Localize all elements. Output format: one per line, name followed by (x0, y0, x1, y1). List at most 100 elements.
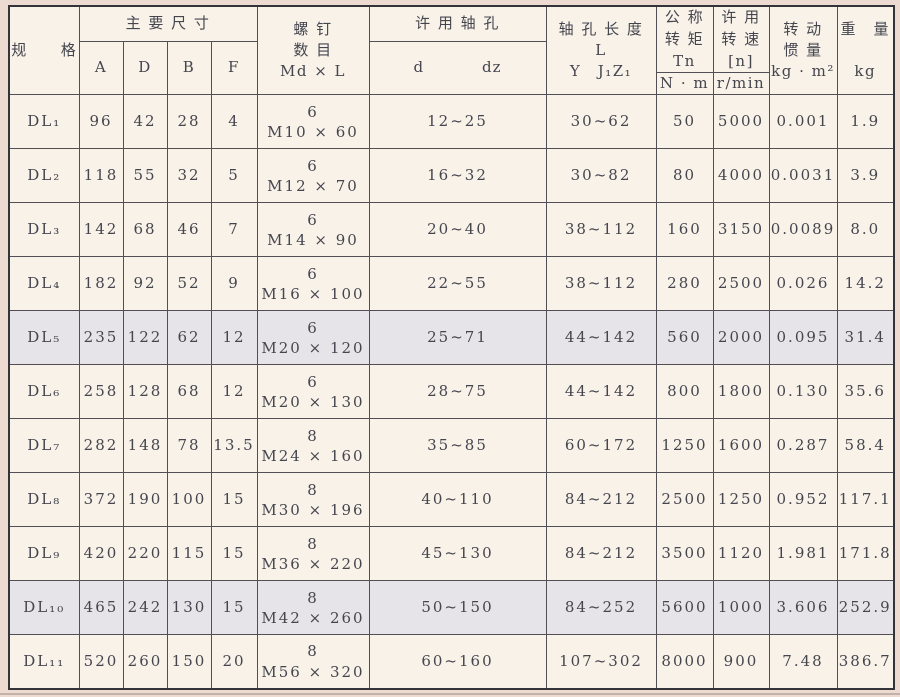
cell-dim-A: 235 (78, 310, 124, 366)
cell-screws: 6 M20 × 120 (256, 310, 370, 366)
cell-spec: DL₅ (8, 310, 80, 366)
cell-dim-F: 15 (210, 580, 258, 636)
cell-spec: DL₆ (8, 364, 80, 420)
cell-dim-F: 7 (210, 202, 258, 258)
cell-allowable-speed: 900 (712, 634, 770, 690)
cell-allowable-speed: 1600 (712, 418, 770, 474)
header-bore-dz: dz (482, 58, 502, 77)
cell-dim-F: 20 (210, 634, 258, 690)
cell-dim-D: 260 (122, 634, 168, 690)
cell-dim-D: 55 (122, 148, 168, 204)
cell-allowable-speed: 1800 (712, 364, 770, 420)
cell-dim-A: 258 (78, 364, 124, 420)
header-bore-d: d (413, 58, 425, 77)
cell-weight: 117.1 (836, 472, 895, 528)
cell-weight: 252.9 (836, 580, 895, 636)
cell-bore-length-range: 84~212 (545, 472, 657, 528)
cell-bore-range: 35~85 (368, 418, 547, 474)
cell-dim-A: 96 (78, 94, 124, 150)
cell-bore-length-range: 84~252 (545, 580, 657, 636)
cell-screws: 8 M36 × 220 (256, 526, 370, 582)
cell-bore-range: 22~55 (368, 256, 547, 312)
cell-dim-F: 4 (210, 94, 258, 150)
header-bore-length: 轴 孔 长 度 L Y J₁Z₁ (545, 5, 657, 96)
cell-nominal-torque: 800 (655, 364, 714, 420)
header-weight-unit: kg (854, 61, 877, 80)
cell-allowable-speed: 2500 (712, 256, 770, 312)
cell-allowable-speed: 1250 (712, 472, 770, 528)
table-row: DL₁₀ 465 242 130 15 8 M42 × 260 50~150 84~252 56… (8, 580, 895, 636)
cell-spec: DL₂ (8, 148, 80, 204)
cell-spec: DL₃ (8, 202, 80, 258)
cell-weight: 3.9 (836, 148, 895, 204)
cell-screws: 8 M56 × 320 (256, 634, 370, 690)
cell-weight: 8.0 (836, 202, 895, 258)
header-spec: 规 格 (8, 5, 80, 96)
header-allowable-bore: 许 用 轴 孔 (368, 5, 547, 42)
cell-weight: 58.4 (836, 418, 895, 474)
cell-nominal-torque: 5600 (655, 580, 714, 636)
cell-moment-of-inertia: 0.287 (768, 418, 838, 474)
cell-dim-B: 62 (166, 310, 212, 366)
header-moment-of-inertia: 转 动 惯 量 kg · m² (768, 5, 838, 96)
cell-dim-F: 13.5 (210, 418, 258, 474)
cell-screws: 6 M10 × 60 (256, 94, 370, 150)
cell-moment-of-inertia: 3.606 (768, 580, 838, 636)
cell-bore-range: 40~110 (368, 472, 547, 528)
cell-dim-B: 68 (166, 364, 212, 420)
cell-weight: 14.2 (836, 256, 895, 312)
cell-bore-length-range: 44~142 (545, 364, 657, 420)
header-weight-label: 重 量 (840, 20, 890, 39)
cell-bore-length-range: 84~212 (545, 526, 657, 582)
header-torque-unit: N · m (655, 72, 714, 96)
cell-bore-length-range: 30~62 (545, 94, 657, 150)
cell-dim-B: 32 (166, 148, 212, 204)
cell-dim-F: 15 (210, 472, 258, 528)
cell-bore-range: 20~40 (368, 202, 547, 258)
cell-dim-D: 148 (122, 418, 168, 474)
table-row: DL₃ 142 68 46 7 6 M14 × 90 20~40 38~112 160 3150 0… (8, 202, 895, 258)
table-row: DL₂ 118 55 32 5 6 M12 × 70 16~32 30~82 80 4000 0.0… (8, 148, 895, 204)
cell-screws: 6 M16 × 100 (256, 256, 370, 312)
cell-dim-D: 92 (122, 256, 168, 312)
cell-spec: DL₈ (8, 472, 80, 528)
cell-dim-A: 142 (78, 202, 124, 258)
cell-screws: 8 M42 × 260 (256, 580, 370, 636)
cell-allowable-speed: 5000 (712, 94, 770, 150)
cell-screws: 8 M24 × 160 (256, 418, 370, 474)
cell-bore-length-range: 60~172 (545, 418, 657, 474)
cell-bore-range: 25~71 (368, 310, 547, 366)
header-weight: 重 量 kg (836, 5, 895, 96)
cell-weight: 171.8 (836, 526, 895, 582)
cell-dim-B: 100 (166, 472, 212, 528)
cell-dim-F: 12 (210, 364, 258, 420)
cell-nominal-torque: 560 (655, 310, 714, 366)
cell-nominal-torque: 2500 (655, 472, 714, 528)
table-row: DL₁ 96 42 28 4 6 M10 × 60 12~25 30~62 50 5000 0.00… (8, 94, 895, 150)
cell-bore-length-range: 38~112 (545, 256, 657, 312)
cell-nominal-torque: 80 (655, 148, 714, 204)
cell-moment-of-inertia: 7.48 (768, 634, 838, 690)
header-main-dimensions: 主 要 尺 寸 (78, 5, 258, 42)
cell-weight: 386.7 (836, 634, 895, 690)
cell-nominal-torque: 3500 (655, 526, 714, 582)
cell-bore-length-range: 38~112 (545, 202, 657, 258)
cell-dim-D: 242 (122, 580, 168, 636)
table-row: DL₁₁ 520 260 150 20 8 M56 × 320 60~160 107~302 8… (8, 634, 895, 690)
cell-moment-of-inertia: 1.981 (768, 526, 838, 582)
cell-dim-A: 465 (78, 580, 124, 636)
cell-bore-range: 16~32 (368, 148, 547, 204)
coupling-spec-table: 规 格 主 要 尺 寸 螺 钉 数 目 Md × L 许 用 轴 孔 轴 孔 长… (8, 5, 895, 690)
cell-dim-D: 220 (122, 526, 168, 582)
cell-nominal-torque: 160 (655, 202, 714, 258)
cell-dim-A: 520 (78, 634, 124, 690)
cell-dim-F: 15 (210, 526, 258, 582)
cell-weight: 35.6 (836, 364, 895, 420)
table-row: DL₇ 282 148 78 13.5 8 M24 × 160 35~85 60~172 125… (8, 418, 895, 474)
cell-bore-length-range: 44~142 (545, 310, 657, 366)
header-dim-A: A (78, 40, 124, 96)
cell-dim-B: 115 (166, 526, 212, 582)
table-header: 规 格 主 要 尺 寸 螺 钉 数 目 Md × L 许 用 轴 孔 轴 孔 长… (8, 5, 895, 96)
cell-dim-A: 282 (78, 418, 124, 474)
